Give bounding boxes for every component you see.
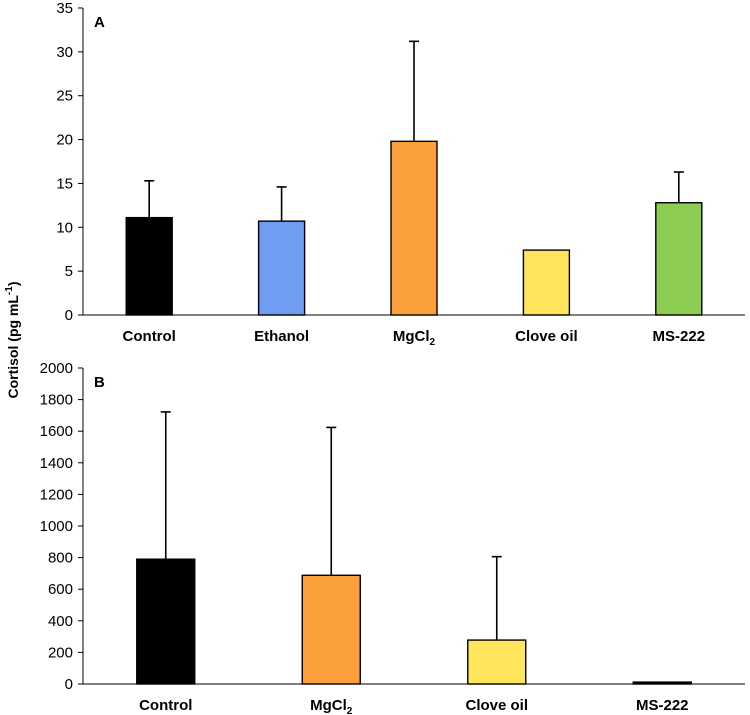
category-label-main: MS-222: [636, 697, 689, 714]
panel-b-y-tick-label: 1000: [40, 518, 73, 535]
panel-a-bar-clove-oil: [522, 249, 571, 316]
panel-a-bar-control: [125, 216, 173, 316]
panel-a-category-label-mgcl2: MgCl2: [393, 328, 436, 348]
category-label-main: Control: [139, 697, 192, 714]
panel-b-y-tick-label: 1800: [40, 392, 73, 409]
panel-b-y-tick-label: 800: [48, 550, 73, 567]
panel-a-y-tick-label: 10: [56, 219, 73, 236]
panel-b-category-label-control: Control: [139, 697, 192, 714]
category-label-main: MS-222: [653, 328, 706, 345]
panel-b-y-tick-label: 1600: [40, 423, 73, 440]
panel-b-category-label-ms-222: MS-222: [636, 697, 689, 714]
panel-b-bar-ms-222: [632, 681, 692, 685]
panel-a-y-tick-label: 35: [56, 0, 73, 17]
panel-a-y-tick-label: 0: [65, 307, 73, 324]
panel-a-label: A: [94, 14, 105, 31]
panel-b-y-tick-label: 200: [48, 644, 73, 661]
panel-a-category-label-control: Control: [123, 328, 176, 345]
category-label-main: Clove oil: [515, 328, 578, 345]
y-axis-title-superscript: -1: [4, 286, 15, 295]
panel-a-y-tick-label: 30: [56, 44, 73, 61]
panel-b-category-label-mgcl2: MgCl2: [310, 697, 353, 715]
y-axis-title-main: Cortisol (pg mL: [5, 295, 21, 399]
panel-a-chart: 0 5 10 15 20 25 30 35 Control Ethanol MgCl2 Clove o…: [56, 0, 745, 348]
panel-b-y-tick-label: 2000: [40, 360, 73, 377]
panel-a-category-label-ethanol: Ethanol: [254, 328, 309, 345]
panel-a-category-label-clove-oil: Clove oil: [515, 328, 578, 345]
panel-a-y-tick-label: 20: [56, 132, 73, 149]
panel-b-category-label-clove-oil: Clove oil: [465, 697, 528, 714]
panel-b-bar-control: [136, 558, 196, 685]
panel-b-y-tick-label: 400: [48, 613, 73, 630]
panel-a-y-tick-label: 25: [56, 88, 73, 105]
panel-b-y-tick-label: 1200: [40, 486, 73, 503]
panel-b-y-tick-label: 1400: [40, 455, 73, 472]
category-label-main: Control: [123, 328, 176, 345]
panel-a-y-tick-label: 5: [65, 263, 73, 280]
category-label-subscript: 2: [347, 706, 353, 715]
panel-b-label: B: [94, 374, 105, 391]
panel-b-y-tick-label: 600: [48, 581, 73, 598]
panel-a-y-tick-label: 15: [56, 175, 73, 192]
panel-b-y-tick-label: 0: [65, 676, 73, 693]
panel-b-chart: 0 200 400 600 800 1000 1200 1400 1600 1800 2000 Con…: [40, 360, 745, 715]
category-label-subscript: 2: [430, 337, 436, 348]
panel-a-bar-ms-222: [655, 202, 703, 316]
category-label-main: Ethanol: [254, 328, 309, 345]
category-label-main: Clove oil: [465, 697, 528, 714]
panel-b-bar-clove-oil: [467, 639, 527, 685]
y-axis-title-closing: ): [5, 281, 21, 286]
panel-a-bar-ethanol: [257, 220, 306, 316]
panel-b-bar-mgcl2: [301, 574, 361, 685]
panel-a-bar-mgcl2: [390, 140, 438, 316]
category-label-main: MgCl: [310, 697, 347, 714]
y-axis-title: Cortisol (pg mL-1): [4, 281, 21, 398]
category-label-main: MgCl: [393, 328, 430, 345]
panel-a-category-label-ms-222: MS-222: [653, 328, 706, 345]
